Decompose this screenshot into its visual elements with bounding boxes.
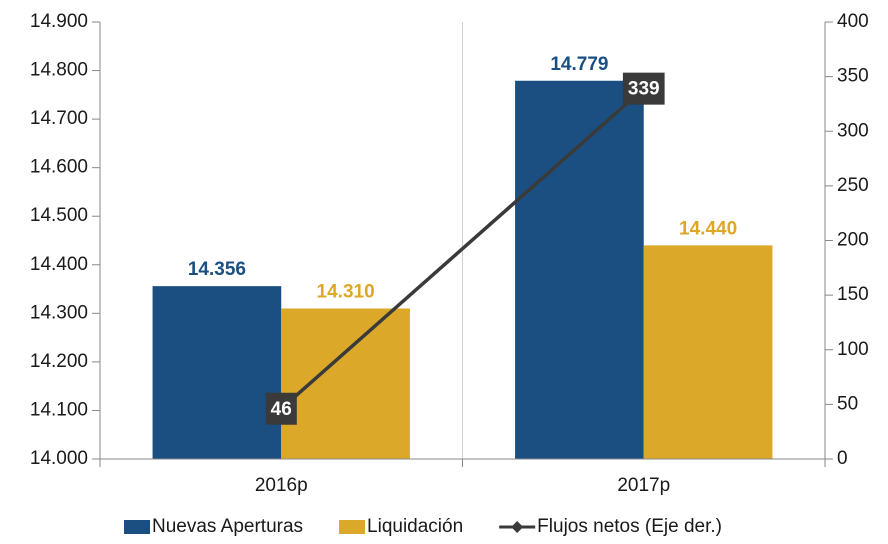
y-tick-label: 14.000: [30, 448, 88, 469]
y-tick-label: 14.300: [30, 302, 88, 323]
bar-label: 14.310: [317, 281, 375, 302]
y2-tick-label: 300: [837, 120, 869, 141]
y-tick-label: 14.800: [30, 60, 88, 81]
legend-swatch: [339, 520, 366, 534]
line-label: 339: [628, 79, 660, 100]
bar: [643, 245, 773, 459]
legend-label: Flujos netos (Eje der.): [537, 516, 722, 537]
y-tick-label: 14.700: [30, 108, 88, 129]
bar-label: 14.440: [679, 218, 737, 239]
line-label: 46: [271, 399, 292, 420]
y-tick-label: 14.500: [30, 205, 88, 226]
y2-tick-label: 0: [837, 448, 848, 469]
bar: [281, 308, 410, 459]
y2-tick-label: 400: [837, 11, 869, 32]
legend-swatch: [124, 520, 150, 534]
y-tick-label: 14.400: [30, 254, 88, 275]
y2-tick-label: 100: [837, 339, 869, 360]
y-tick-label: 14.600: [30, 157, 88, 178]
y2-tick-label: 50: [837, 393, 858, 414]
bar: [515, 80, 644, 459]
y2-tick-label: 200: [837, 230, 869, 251]
y-tick-label: 14.200: [30, 351, 88, 372]
y2-tick-label: 250: [837, 175, 869, 196]
x-tick-label: 2016p: [255, 475, 308, 496]
legend-label: Nuevas Aperturas: [152, 516, 303, 537]
y2-tick-label: 150: [837, 284, 869, 305]
legend-label: Liquidación: [367, 516, 463, 537]
line-label-box: [622, 72, 665, 105]
x-tick-label: 2017p: [617, 475, 670, 496]
line-label-box: [265, 392, 297, 425]
bar: [152, 286, 282, 459]
bar-label: 14.356: [188, 259, 246, 280]
y2-tick-label: 350: [837, 66, 869, 87]
y-tick-label: 14.900: [30, 11, 88, 32]
bar-label: 14.779: [550, 54, 608, 75]
legend-marker: [511, 521, 524, 533]
y-tick-label: 14.100: [30, 399, 88, 420]
line: [280, 87, 645, 411]
